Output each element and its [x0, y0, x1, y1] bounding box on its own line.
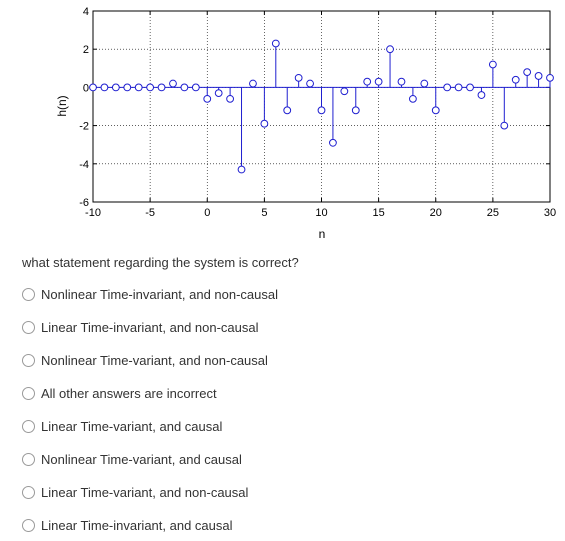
option-label[interactable]: Linear Time-variant, and non-causal: [41, 484, 249, 500]
stem-marker: [488, 60, 497, 69]
stem-marker: [397, 77, 406, 86]
y-tick-label: -4: [79, 159, 89, 171]
y-tick-label: 4: [83, 6, 89, 18]
x-axis-label: n: [319, 227, 326, 241]
stem-marker: [546, 73, 554, 82]
x-tick-label: 5: [261, 207, 267, 219]
x-tick-label: 0: [204, 207, 210, 219]
stem-marker: [283, 106, 292, 115]
option-label[interactable]: Linear Time-invariant, and non-causal: [41, 319, 259, 335]
answer-option[interactable]: Nonlinear Time-variant, and causal: [22, 449, 242, 469]
y-tick-label: 0: [83, 82, 89, 94]
stem-marker: [374, 77, 383, 86]
stem-marker: [534, 72, 543, 80]
stem-marker: [523, 68, 532, 77]
stem-marker: [317, 106, 326, 115]
stem-marker: [180, 83, 189, 92]
stem-marker: [443, 83, 452, 92]
answer-option[interactable]: Nonlinear Time-invariant, and non-causal: [22, 284, 278, 304]
x-tick-label: 10: [315, 207, 327, 219]
stem-marker: [306, 79, 314, 88]
stem-marker: [191, 83, 200, 92]
answer-option[interactable]: All other answers are incorrect: [22, 383, 217, 403]
stem-series: [89, 39, 554, 174]
y-tick-label: 2: [83, 44, 89, 56]
stem-marker: [226, 94, 235, 103]
option-label[interactable]: Nonlinear Time-invariant, and non-causal: [41, 286, 279, 302]
stem-marker: [511, 75, 520, 84]
x-tick-label: 20: [430, 207, 442, 219]
stem-marker: [340, 87, 349, 96]
stem-marker: [466, 83, 474, 92]
stem-marker: [294, 73, 303, 82]
radio-button[interactable]: [22, 485, 35, 499]
stem-marker: [249, 79, 257, 88]
stem-marker: [351, 106, 360, 115]
stem-marker: [100, 83, 109, 92]
stem-marker: [420, 79, 429, 88]
radio-button[interactable]: [22, 353, 35, 367]
option-label[interactable]: Linear Time-variant, and causal: [41, 418, 223, 434]
x-tick-label: 30: [544, 207, 556, 219]
stem-marker: [169, 79, 177, 88]
option-label[interactable]: Nonlinear Time-variant, and causal: [41, 451, 242, 467]
question-text: what statement regarding the system is c…: [22, 255, 299, 270]
stem-marker: [431, 106, 440, 115]
radio-button[interactable]: [22, 518, 35, 532]
radio-button[interactable]: [22, 320, 35, 334]
radio-button[interactable]: [22, 287, 35, 301]
stem-marker: [271, 39, 280, 48]
stem-marker: [134, 83, 143, 92]
option-label[interactable]: Linear Time-invariant, and causal: [41, 517, 233, 533]
answer-option[interactable]: Nonlinear Time-variant, and non-causal: [22, 350, 268, 370]
radio-button[interactable]: [22, 386, 35, 400]
stem-marker: [111, 83, 120, 92]
stem-marker: [203, 94, 212, 103]
option-label[interactable]: All other answers are incorrect: [41, 385, 217, 401]
stem-marker: [123, 83, 132, 92]
x-tick-label: 25: [487, 207, 499, 219]
radio-button[interactable]: [22, 452, 35, 466]
axis-ticks: -10 -5 0 5 10 15 20 25 30 -6 -4 -2 0 2 4: [79, 6, 556, 219]
stem-marker: [157, 83, 166, 92]
x-tick-label: -5: [145, 207, 155, 219]
stem-marker: [214, 89, 223, 98]
stem-marker: [260, 119, 269, 128]
stem-marker: [454, 83, 463, 92]
answer-option[interactable]: Linear Time-invariant, and causal: [22, 515, 233, 535]
stem-marker: [386, 45, 394, 54]
y-axis-label: h(n): [55, 95, 69, 116]
stem-marker: [363, 77, 372, 86]
stem-marker: [146, 83, 155, 92]
radio-button[interactable]: [22, 419, 35, 433]
stem-plot: -10 -5 0 5 10 15 20 25 30 -6 -4 -2 0 2 4 h(n) n: [55, 6, 556, 241]
y-tick-label: -2: [79, 121, 89, 133]
x-tick-label: 15: [373, 207, 385, 219]
answer-option[interactable]: Linear Time-variant, and non-causal: [22, 482, 248, 502]
stem-marker: [329, 138, 337, 147]
x-tick-label: -10: [85, 207, 101, 219]
answer-option[interactable]: Linear Time-variant, and causal: [22, 416, 222, 436]
answer-option[interactable]: Linear Time-invariant, and non-causal: [22, 317, 259, 337]
stem-marker: [409, 94, 417, 103]
stem-marker: [500, 121, 509, 130]
option-label[interactable]: Nonlinear Time-variant, and non-causal: [41, 352, 268, 368]
stem-marker: [237, 165, 246, 174]
stem-marker: [89, 83, 97, 92]
y-tick-label: -6: [79, 197, 89, 209]
stem-marker: [477, 91, 486, 99]
